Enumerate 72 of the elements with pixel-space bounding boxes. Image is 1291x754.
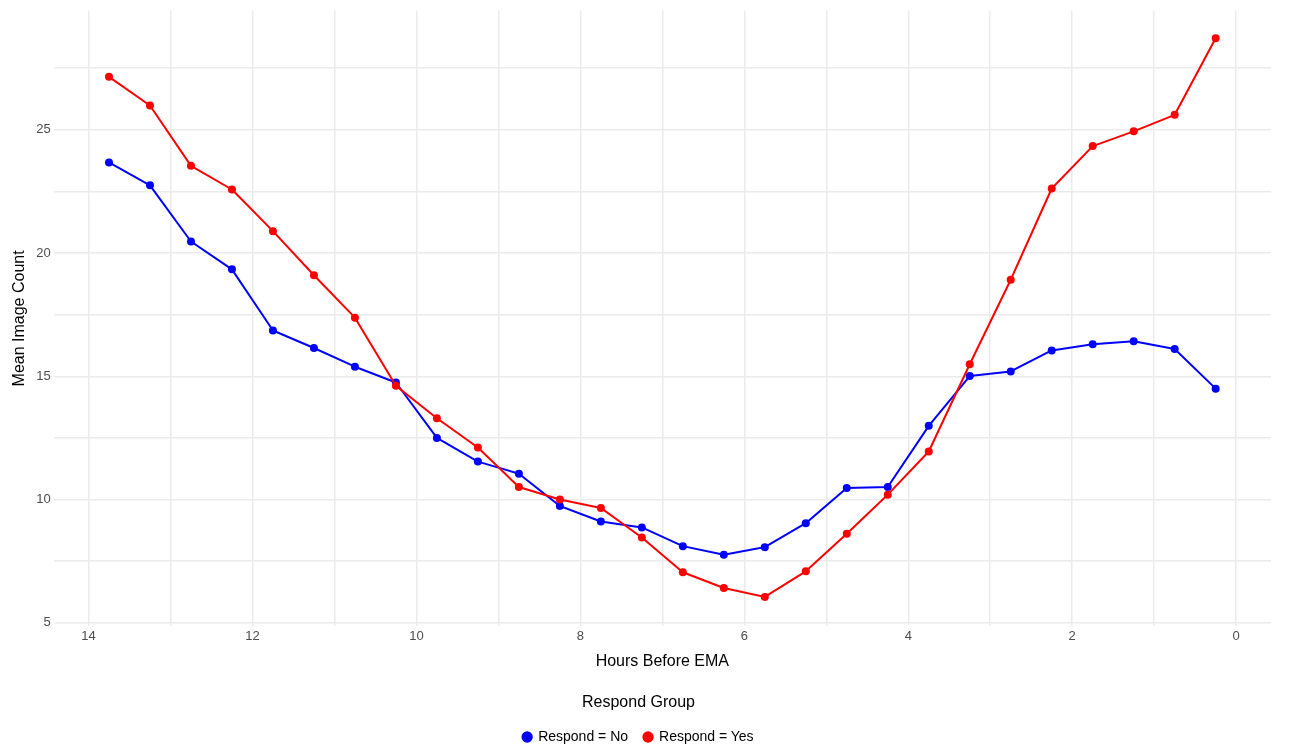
point xyxy=(965,360,974,369)
point xyxy=(350,362,359,371)
x-tick-label: 10 xyxy=(409,628,424,644)
y-tick-label: 10 xyxy=(36,491,51,507)
point xyxy=(924,421,933,430)
point xyxy=(678,542,687,551)
point xyxy=(760,592,769,601)
point xyxy=(1006,367,1015,376)
point xyxy=(350,313,359,322)
x-tick-label: 6 xyxy=(740,628,748,644)
point xyxy=(309,343,318,352)
point xyxy=(186,161,195,170)
point xyxy=(1211,34,1220,43)
legend-title: Respond Group xyxy=(582,693,696,711)
point xyxy=(1088,142,1097,151)
point xyxy=(1170,344,1179,353)
point xyxy=(965,372,974,381)
point xyxy=(514,482,523,491)
point xyxy=(801,519,810,528)
point xyxy=(514,469,523,478)
point xyxy=(555,501,564,510)
x-tick-label: 4 xyxy=(904,628,912,644)
point xyxy=(1170,110,1179,119)
point xyxy=(1088,340,1097,349)
point xyxy=(104,72,113,81)
point xyxy=(227,185,236,194)
point xyxy=(596,503,605,512)
point xyxy=(1006,275,1015,284)
point xyxy=(145,101,154,110)
point xyxy=(268,326,277,335)
x-tick-label: 2 xyxy=(1068,628,1076,644)
point xyxy=(719,584,728,593)
y-tick-label: 20 xyxy=(36,244,51,260)
point xyxy=(145,181,154,190)
y-axis-title: Mean Image Count xyxy=(10,249,28,387)
point xyxy=(432,414,441,423)
point xyxy=(227,265,236,274)
point xyxy=(473,443,482,452)
y-tick-label: 15 xyxy=(36,367,51,383)
point xyxy=(473,457,482,466)
point xyxy=(883,490,892,499)
point xyxy=(842,529,851,538)
point xyxy=(637,523,646,532)
legend-label: Respond = No xyxy=(538,727,629,744)
point xyxy=(1211,384,1220,393)
point xyxy=(924,447,933,456)
point xyxy=(1047,346,1056,355)
point xyxy=(842,483,851,492)
legend-label: Respond = Yes xyxy=(659,727,754,744)
x-tick-label: 12 xyxy=(245,628,260,644)
point xyxy=(1129,127,1138,136)
point xyxy=(432,433,441,442)
point xyxy=(637,533,646,542)
x-tick-label: 8 xyxy=(576,628,584,644)
point xyxy=(760,543,769,552)
point xyxy=(555,495,564,504)
point xyxy=(1047,184,1056,193)
x-tick-label: 14 xyxy=(81,628,96,644)
point xyxy=(309,271,318,280)
point xyxy=(596,517,605,526)
y-tick-label: 5 xyxy=(43,614,51,630)
point xyxy=(1129,337,1138,346)
point xyxy=(801,567,810,576)
x-axis-title: Hours Before EMA xyxy=(595,651,730,669)
point xyxy=(883,482,892,491)
x-tick-label: 0 xyxy=(1232,628,1240,644)
y-tick-label: 25 xyxy=(36,121,51,137)
point xyxy=(719,550,728,559)
point xyxy=(104,158,113,167)
point xyxy=(268,227,277,236)
point xyxy=(678,568,687,577)
point xyxy=(186,237,195,246)
